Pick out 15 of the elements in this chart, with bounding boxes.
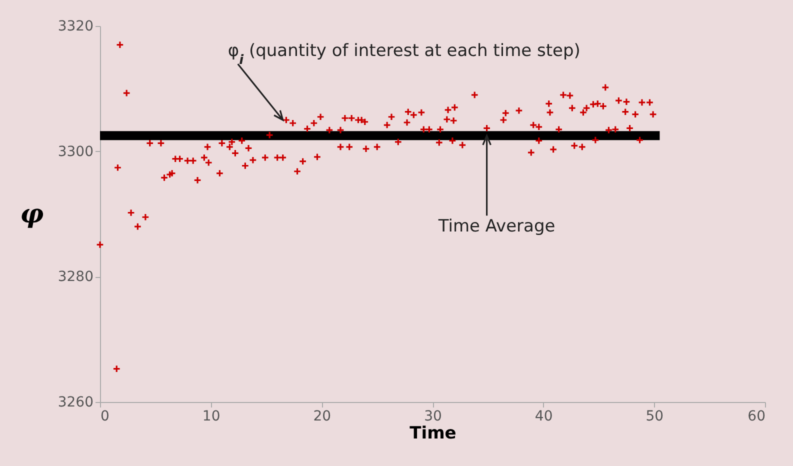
- x-tick-label: 0: [100, 408, 110, 424]
- y-axis-title: φ: [20, 200, 44, 230]
- y-tick-label: 3320: [58, 18, 94, 34]
- annotation: Time Average: [437, 216, 556, 237]
- x-tick-label: 10: [202, 408, 220, 424]
- x-tick-label: 20: [313, 408, 332, 424]
- annotation: φ$_{i}$ (quantity of interest at each time step): [228, 41, 580, 68]
- y-tick-label: 3300: [58, 144, 94, 160]
- y-tick-label: 3280: [58, 269, 94, 286]
- x-axis-title: Time: [410, 424, 456, 444]
- x-tick-label: 60: [748, 408, 766, 424]
- x-tick-label: 30: [424, 408, 442, 424]
- y-tick-label: 3260: [58, 394, 94, 410]
- x-tick-label: 40: [534, 408, 553, 424]
- x-tick-label: 50: [646, 408, 664, 424]
